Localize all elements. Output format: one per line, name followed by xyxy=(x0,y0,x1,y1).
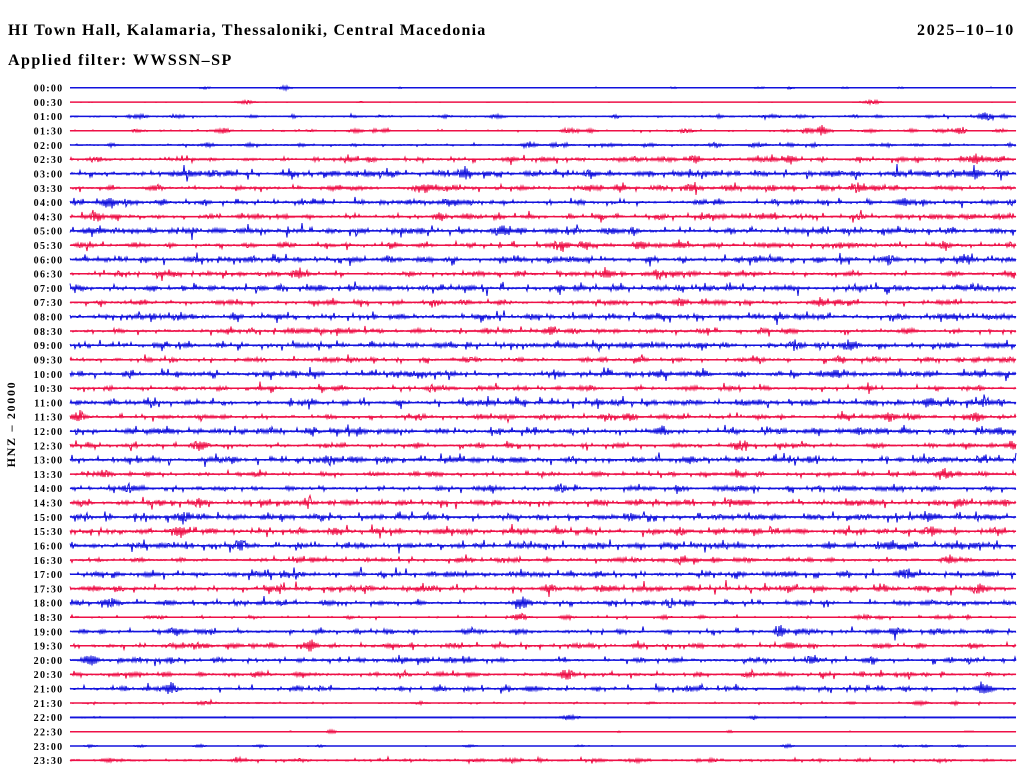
svg-text:03:00: 03:00 xyxy=(34,169,64,180)
svg-text:06:30: 06:30 xyxy=(34,270,64,281)
svg-text:21:30: 21:30 xyxy=(34,699,64,710)
svg-text:12:00: 12:00 xyxy=(34,427,64,438)
svg-text:16:00: 16:00 xyxy=(34,542,64,553)
svg-text:09:00: 09:00 xyxy=(34,341,64,352)
svg-text:11:30: 11:30 xyxy=(34,413,63,424)
svg-text:13:00: 13:00 xyxy=(34,456,64,467)
svg-text:08:00: 08:00 xyxy=(34,313,64,324)
svg-text:14:30: 14:30 xyxy=(34,499,64,510)
svg-text:08:30: 08:30 xyxy=(34,327,64,338)
svg-text:23:00: 23:00 xyxy=(34,742,64,753)
svg-text:04:00: 04:00 xyxy=(34,198,64,209)
svg-text:05:30: 05:30 xyxy=(34,241,64,252)
svg-text:21:00: 21:00 xyxy=(34,685,64,696)
svg-text:01:30: 01:30 xyxy=(34,127,64,138)
svg-text:15:30: 15:30 xyxy=(34,527,64,538)
svg-text:12:30: 12:30 xyxy=(34,441,64,452)
svg-text:11:00: 11:00 xyxy=(34,398,63,409)
svg-text:10:30: 10:30 xyxy=(34,384,64,395)
svg-text:20:30: 20:30 xyxy=(34,670,64,681)
svg-text:15:00: 15:00 xyxy=(34,513,64,524)
svg-text:17:30: 17:30 xyxy=(34,584,64,595)
svg-text:02:00: 02:00 xyxy=(34,141,64,152)
svg-text:01:00: 01:00 xyxy=(34,112,64,123)
svg-text:07:00: 07:00 xyxy=(34,284,64,295)
svg-text:16:30: 16:30 xyxy=(34,556,64,567)
svg-text:05:00: 05:00 xyxy=(34,227,64,238)
svg-text:13:30: 13:30 xyxy=(34,470,64,481)
svg-text:19:00: 19:00 xyxy=(34,627,64,638)
svg-text:00:00: 00:00 xyxy=(34,84,64,95)
svg-text:17:00: 17:00 xyxy=(34,570,64,581)
svg-text:10:00: 10:00 xyxy=(34,370,64,381)
svg-text:03:30: 03:30 xyxy=(34,184,64,195)
svg-text:HNZ – 20000: HNZ – 20000 xyxy=(4,381,18,468)
svg-text:19:30: 19:30 xyxy=(34,642,64,653)
svg-text:18:00: 18:00 xyxy=(34,599,64,610)
svg-text:04:30: 04:30 xyxy=(34,212,64,223)
svg-text:07:30: 07:30 xyxy=(34,298,64,309)
svg-text:20:00: 20:00 xyxy=(34,656,64,667)
svg-text:2025–10–10: 2025–10–10 xyxy=(917,22,1015,39)
svg-text:00:30: 00:30 xyxy=(34,98,64,109)
svg-text:HI Town Hall, Kalamaria, Thess: HI Town Hall, Kalamaria, Thessaloniki, C… xyxy=(8,22,487,39)
svg-text:23:30: 23:30 xyxy=(34,756,64,767)
svg-text:02:30: 02:30 xyxy=(34,155,64,166)
svg-text:06:00: 06:00 xyxy=(34,255,64,266)
svg-text:14:00: 14:00 xyxy=(34,484,64,495)
svg-text:Applied filter: WWSSN–SP: Applied filter: WWSSN–SP xyxy=(8,52,233,69)
svg-text:22:30: 22:30 xyxy=(34,728,64,739)
svg-text:22:00: 22:00 xyxy=(34,713,64,724)
svg-text:18:30: 18:30 xyxy=(34,613,64,624)
svg-text:09:30: 09:30 xyxy=(34,356,64,367)
